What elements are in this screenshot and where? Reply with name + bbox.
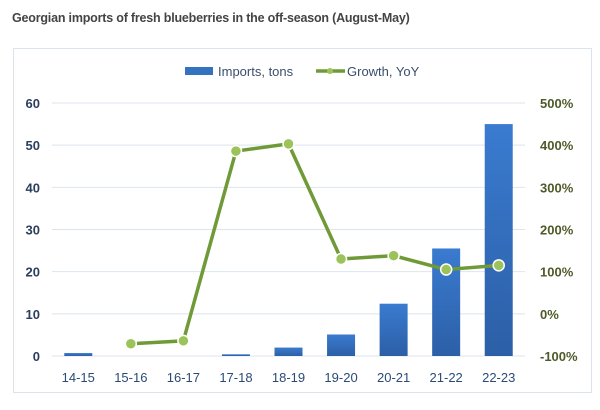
x-tick-label: 17-18	[219, 370, 252, 385]
right-tick-label: 500%	[540, 96, 574, 111]
growth-marker	[492, 259, 505, 272]
left-tick-label: 50	[26, 138, 40, 153]
bar	[64, 353, 93, 356]
growth-marker	[229, 144, 243, 158]
x-tick-label: 19-20	[324, 370, 357, 385]
x-tick-label: 15-16	[114, 370, 147, 385]
left-tick-label: 40	[26, 180, 40, 195]
left-tick-label: 30	[26, 223, 40, 238]
x-tick-label: 16-17	[167, 370, 200, 385]
left-tick-label: 20	[26, 265, 40, 280]
growth-marker	[439, 263, 453, 276]
bar	[221, 354, 250, 356]
x-tick-label: 20-21	[377, 370, 410, 385]
right-tick-label: 200%	[540, 223, 574, 238]
legend-label-growth: Growth, YoY	[347, 64, 420, 79]
growth-marker	[124, 337, 138, 351]
left-tick-label: 60	[26, 96, 40, 111]
chart-frame	[13, 48, 592, 393]
legend-label-imports: Imports, tons	[218, 64, 294, 79]
bar	[379, 303, 408, 356]
bar	[484, 124, 513, 356]
growth-line	[130, 142, 499, 346]
bar	[274, 347, 303, 356]
growth-marker	[282, 137, 295, 151]
bar	[327, 334, 356, 356]
left-tick-label: 10	[26, 307, 40, 322]
x-tick-label: 21-22	[430, 370, 463, 385]
legend-marker-growth	[327, 68, 333, 74]
chart-title: Georgian imports of fresh blueberries in…	[12, 11, 410, 25]
left-tick-label: 0	[33, 349, 40, 364]
x-tick-label: 14-15	[62, 370, 95, 385]
growth-marker	[334, 252, 348, 266]
growth-marker	[387, 249, 400, 262]
growth-marker	[177, 334, 190, 348]
right-tick-label: 0%	[540, 307, 559, 322]
right-tick-label: 100%	[540, 265, 574, 280]
legend-swatch-imports	[185, 67, 213, 75]
right-tick-label: 300%	[540, 180, 574, 195]
x-tick-label: 18-19	[272, 370, 305, 385]
right-tick-label: 400%	[540, 138, 574, 153]
right-tick-label: -100%	[540, 349, 578, 364]
x-tick-label: 22-23	[482, 370, 515, 385]
